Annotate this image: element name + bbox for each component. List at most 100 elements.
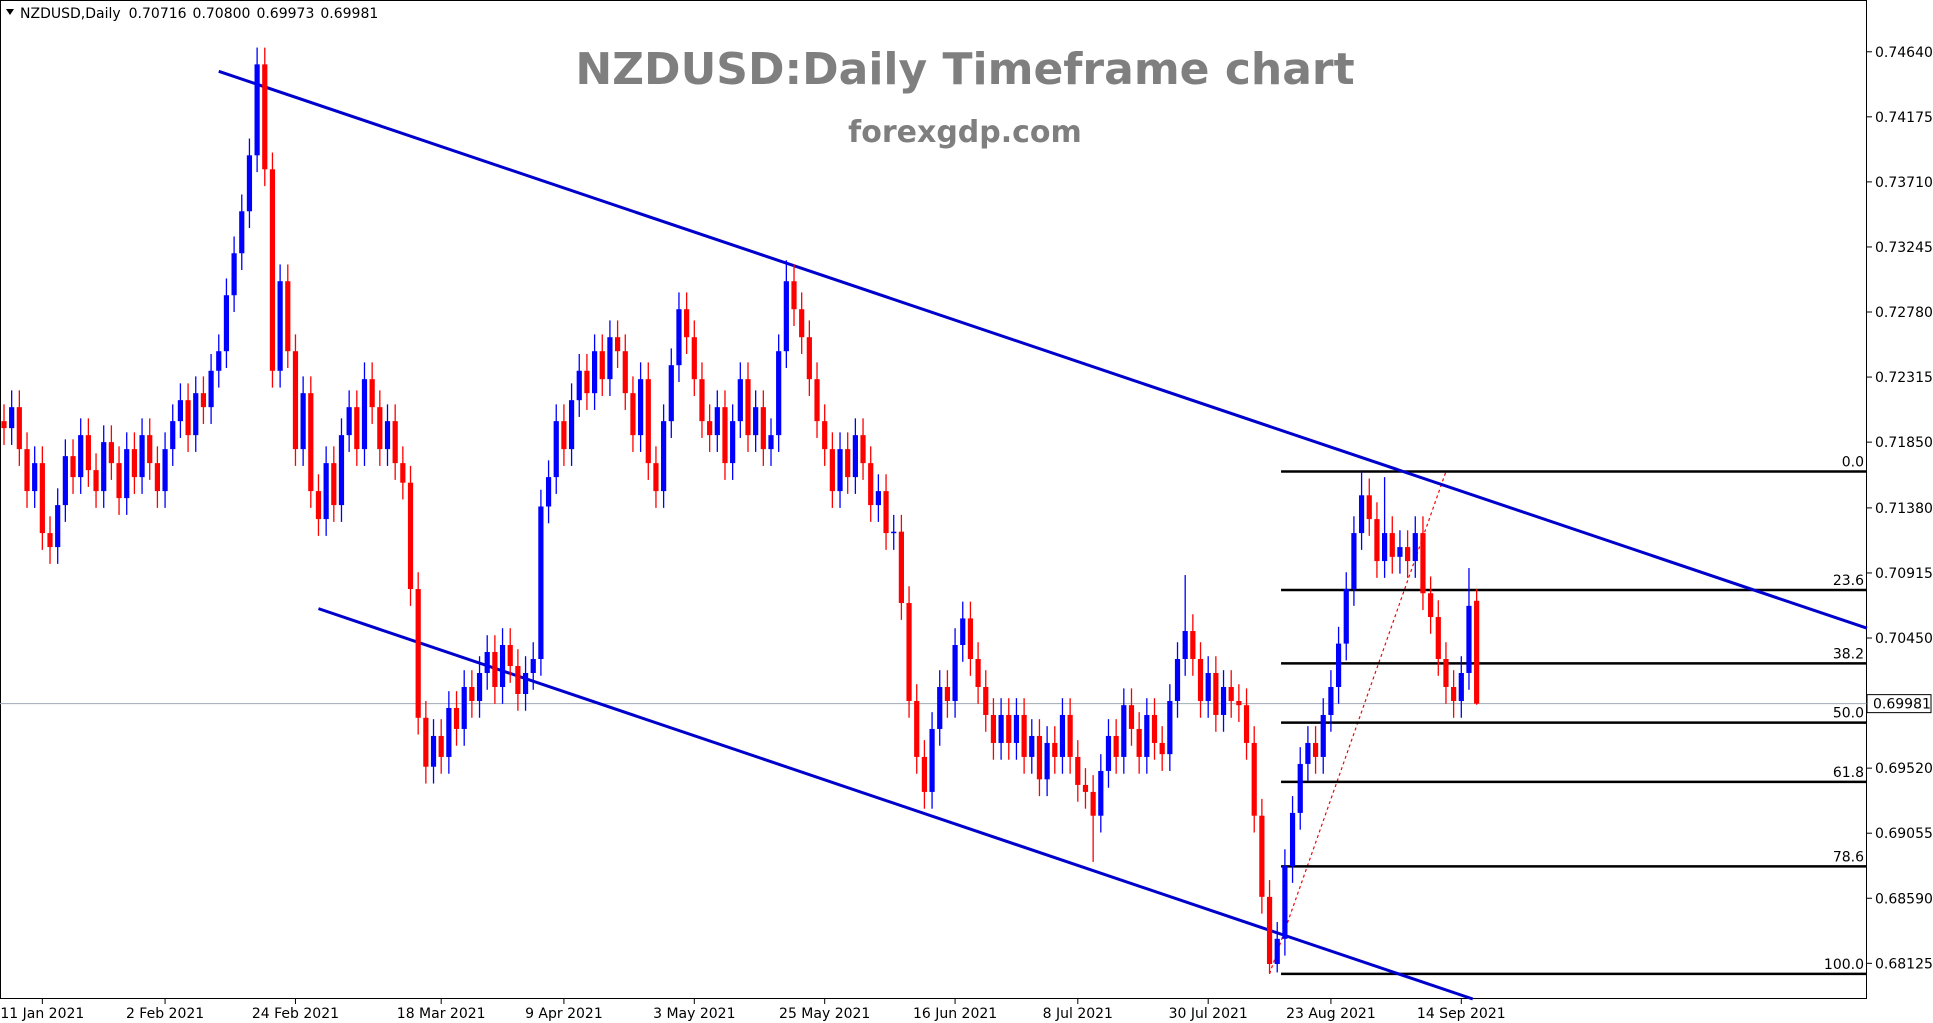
- candle-body: [837, 449, 843, 492]
- y-tick-label: 0.73710: [1875, 175, 1933, 191]
- candle-body: [952, 645, 958, 701]
- symbol-header: NZDUSD,Daily 0.70716 0.70800 0.69973 0.69981: [20, 6, 378, 22]
- candle-body: [277, 281, 283, 371]
- candle-body: [208, 370, 214, 408]
- candle-body: [722, 407, 728, 464]
- candle-body: [576, 370, 582, 401]
- candle-body: [323, 463, 329, 520]
- candle-body: [101, 442, 107, 492]
- candle-body: [730, 421, 736, 464]
- candle-body: [691, 337, 697, 380]
- candle-body: [1282, 866, 1288, 939]
- candle-body: [1121, 705, 1127, 757]
- candle-body: [1297, 763, 1303, 813]
- candle-body: [1, 421, 7, 429]
- y-tick-label: 0.68590: [1875, 891, 1933, 907]
- candle-body: [1182, 631, 1188, 660]
- candle-body: [983, 686, 989, 715]
- y-tick-label: 0.69520: [1875, 761, 1933, 777]
- candle-body: [1397, 547, 1403, 557]
- symbol: NZDUSD,Daily: [20, 6, 121, 22]
- high-label: 0.70800: [193, 6, 251, 22]
- candle-body: [1136, 728, 1142, 757]
- candle-body: [515, 666, 521, 694]
- candle-body: [47, 533, 53, 548]
- candle-body: [814, 379, 820, 422]
- candle-body: [262, 64, 268, 170]
- candle-body: [914, 700, 920, 757]
- candle-body: [768, 435, 774, 450]
- candle-body: [883, 491, 889, 534]
- candle-body: [1220, 686, 1227, 715]
- price-box-label: 0.69981: [1873, 697, 1931, 713]
- candle-body: [177, 400, 184, 422]
- candle-body: [1113, 735, 1119, 757]
- fib-label: 100.0: [1824, 957, 1864, 973]
- candle-body: [124, 449, 130, 499]
- candle-body: [16, 407, 22, 450]
- candle-body: [231, 253, 237, 296]
- y-tick-label: 0.72315: [1875, 370, 1933, 386]
- candle-body: [783, 281, 789, 352]
- y-tick-label: 0.74175: [1875, 110, 1933, 126]
- candle-body: [331, 463, 337, 506]
- fib-label: 50.0: [1833, 706, 1864, 722]
- candle-body: [584, 370, 590, 394]
- candle-body: [461, 686, 467, 729]
- candle-body: [591, 351, 598, 394]
- candle-body: [469, 686, 475, 701]
- candle-body: [315, 491, 322, 520]
- candle-body: [960, 618, 966, 646]
- candle-body: [906, 603, 912, 701]
- candle-body: [1098, 770, 1104, 816]
- candle-body: [78, 435, 84, 478]
- candle-body: [1174, 659, 1181, 701]
- candle-body: [714, 407, 720, 436]
- candle-body: [346, 407, 352, 436]
- candle-body: [170, 421, 176, 450]
- candle-body: [1006, 714, 1012, 743]
- candle-body: [1335, 643, 1342, 687]
- x-tick-label: 9 Apr 2021: [525, 1006, 603, 1022]
- candle-body: [791, 281, 797, 310]
- candle-body: [653, 463, 659, 492]
- candle-body: [24, 449, 30, 492]
- y-tick-label: 0.74640: [1875, 45, 1933, 61]
- candle-body: [929, 728, 935, 792]
- fib-label: 78.6: [1833, 849, 1864, 865]
- candle-body: [162, 449, 168, 492]
- candle-body: [630, 393, 636, 436]
- candle-body: [55, 505, 61, 548]
- candle-body: [684, 309, 690, 338]
- candle-body: [737, 379, 743, 422]
- candle-body: [661, 421, 667, 492]
- chart-subtitle: forexgdp.com: [848, 115, 1082, 150]
- candle-body: [1029, 735, 1035, 757]
- candle-body: [1366, 495, 1372, 520]
- fib-label: 61.8: [1833, 765, 1864, 781]
- candle-body: [446, 707, 452, 757]
- candle-body: [131, 449, 137, 478]
- candle-body: [875, 491, 881, 506]
- candle-body: [453, 707, 460, 729]
- candle-body: [1289, 812, 1296, 867]
- candle-body: [438, 735, 444, 757]
- candle-body: [354, 407, 360, 450]
- candle-body: [845, 449, 851, 478]
- candle-body: [1243, 705, 1250, 743]
- candle-body: [1405, 547, 1411, 562]
- candle-body: [246, 155, 253, 212]
- candle-body: [676, 309, 682, 366]
- candle-body: [1320, 714, 1326, 757]
- candle-body: [1082, 784, 1089, 792]
- candle-body: [139, 435, 145, 478]
- candle-body: [1382, 533, 1388, 562]
- candle-body: [699, 379, 705, 422]
- candle-body: [944, 686, 951, 701]
- candle-body: [154, 463, 160, 492]
- candle-body: [423, 717, 429, 767]
- menu-arrow: [6, 9, 14, 15]
- candle-body: [530, 659, 536, 673]
- candle-body: [1144, 714, 1150, 757]
